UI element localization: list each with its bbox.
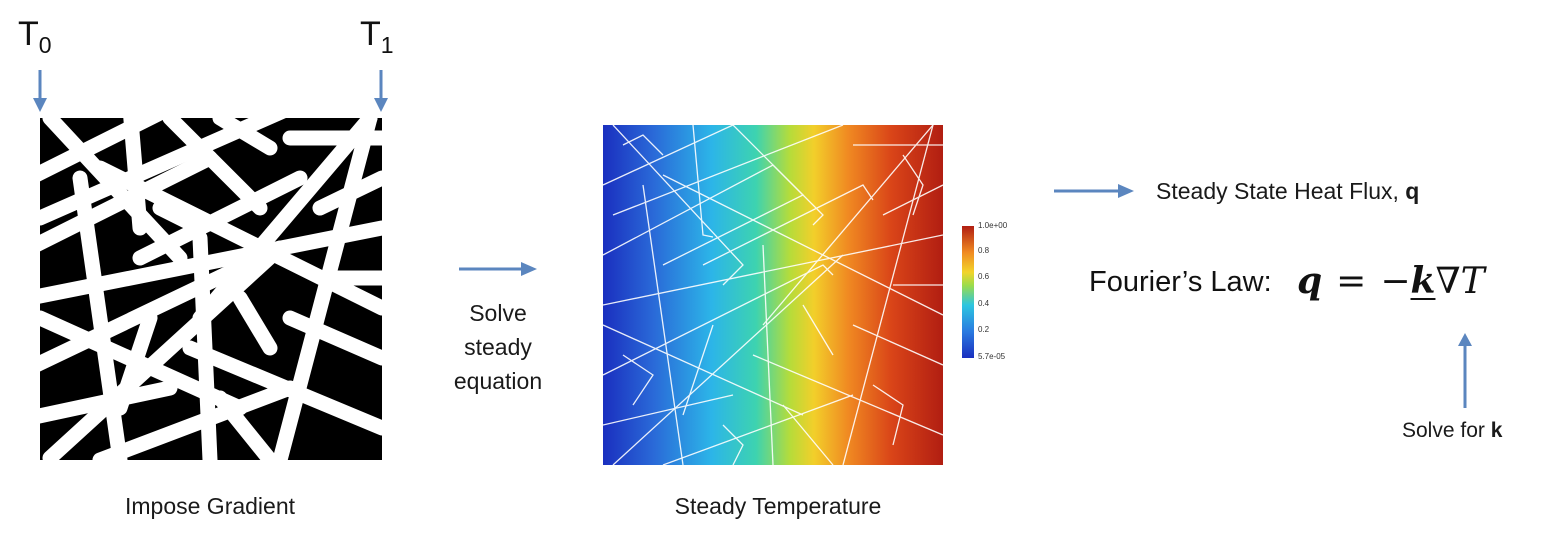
colorbar-tick: 0.8 (978, 246, 990, 255)
steady-temperature-caption: Steady Temperature (674, 493, 882, 519)
solve-steady-equation-text: Solve steady equation (453, 300, 543, 394)
t1-label: T1 (360, 15, 394, 58)
solve-arrow-icon (459, 262, 537, 276)
t0-label: T0 (18, 15, 52, 58)
t1-arrow-icon (374, 70, 388, 112)
t0-arrow-icon (33, 70, 47, 112)
heat-flux-text: Steady State Heat Flux, q (1156, 178, 1420, 204)
solve-k-arrow-icon (1458, 333, 1472, 408)
fourier-law-label: Fourier’s Law: (1089, 266, 1272, 298)
colorbar-tick: 0.6 (978, 272, 990, 281)
impose-gradient-caption: Impose Gradient (124, 493, 296, 519)
temperature-field-image (603, 125, 943, 465)
colorbar-tick: 0.2 (978, 325, 990, 334)
fiber-microstructure-image (40, 118, 382, 460)
heat-flux-arrow-icon (1054, 184, 1134, 198)
colorbar-tick: 0.4 (978, 299, 990, 308)
solve-for-k-text: Solve for k (1402, 419, 1503, 442)
colorbar (962, 226, 974, 358)
colorbar-max-label: 1.0e+00 (978, 221, 1008, 230)
colorbar-min-label: 5.7e-05 (978, 352, 1006, 361)
fourier-law-equation: q = −k∇T (1297, 260, 1485, 302)
